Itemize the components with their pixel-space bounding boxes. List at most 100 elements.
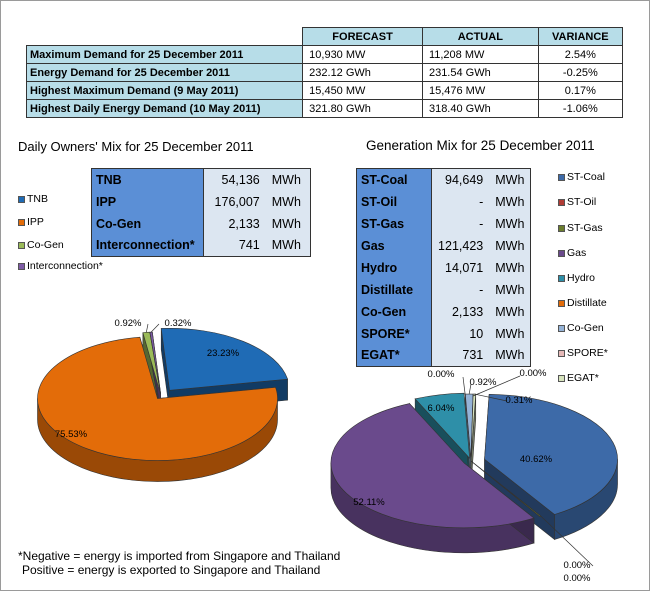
gen-label-st-oil: 0.00% (564, 560, 591, 571)
gen-legend-swatch (558, 224, 565, 232)
owners-legend-label: Interconnection* (27, 260, 103, 272)
owner-value: 54,136 (203, 168, 264, 191)
gen-value: 2,133 (431, 300, 488, 323)
gen-legend-item-egat: EGAT* (558, 372, 599, 384)
gen-label-hydro: 6.04% (428, 403, 455, 414)
gen-legend-label: ST-Coal (567, 171, 605, 183)
generation-mix-row: EGAT* 731 MWh (356, 344, 531, 367)
gen-legend-item-st-coal: ST-Coal (558, 171, 605, 183)
gen-name: ST-Coal (356, 168, 432, 191)
summary-row-label: Highest Daily Energy Demand (10 May 2011… (25, 99, 304, 118)
gen-legend-swatch (558, 249, 565, 257)
owner-name: Interconnection* (91, 234, 204, 257)
gen-leader-co-gen (468, 383, 472, 395)
owner-unit: MWh (263, 212, 311, 235)
gen-unit: MWh (487, 322, 531, 345)
owners-mix-row: IPP 176,007 MWh (91, 190, 311, 213)
owners-legend-item-co-gen: Co-Gen (18, 239, 64, 251)
gen-unit: MWh (487, 190, 531, 213)
gen-name: ST-Gas (356, 212, 432, 235)
owners-legend-swatch (18, 241, 25, 249)
gen-legend-swatch (558, 299, 565, 307)
owners-label-co-gen: 0.92% (115, 318, 142, 329)
gen-unit: MWh (487, 278, 531, 301)
gen-slice-hydro (414, 392, 470, 459)
gen-label-st-gas: 0.00% (564, 573, 591, 584)
summary-actual: 11,208 MW (421, 45, 539, 64)
owners-mix-table: TNB 54,136 MWh IPP 176,007 MWh Co-Gen 2,… (91, 168, 311, 257)
gen-legend-swatch (558, 374, 565, 382)
summary-header-row: FORECAST ACTUAL VARIANCE (25, 27, 624, 46)
owners-label-ipp: 75.53% (55, 429, 88, 440)
owners-pie: 23.23% 75.53% 0.92% 0.32% (37, 318, 289, 482)
gen-unit: MWh (487, 234, 531, 257)
gen-pie: 40.62% 0.00% 0.00% 52.11% 6.04% 0.00% 0.92% 0.0… (330, 368, 618, 584)
summary-actual: 318.40 GWh (421, 99, 539, 118)
demand-summary-table: FORECAST ACTUAL VARIANCE Maximum Demand … (25, 27, 624, 118)
gen-legend-label: Distillate (567, 297, 607, 309)
generation-mix-row: Co-Gen 2,133 MWh (356, 300, 531, 323)
gen-name: Hydro (356, 256, 432, 279)
owners-legend-label: TNB (27, 193, 48, 205)
generation-mix-table: ST-Coal 94,649 MWh ST-Oil - MWh ST-Gas - MWh G… (356, 168, 531, 367)
owners-label-tnb: 23.23% (207, 348, 240, 359)
gen-legend-item-gas: Gas (558, 247, 586, 259)
generation-mix-row: ST-Oil - MWh (356, 190, 531, 213)
summary-row: Highest Daily Energy Demand (10 May 2011… (25, 99, 624, 118)
summary-header-blank (25, 27, 304, 46)
gen-legend-label: Hydro (567, 272, 596, 284)
generation-mix-row: Gas 121,423 MWh (356, 234, 531, 257)
summary-header-variance: VARIANCE (537, 27, 624, 46)
owners-mix-row: Co-Gen 2,133 MWh (91, 212, 311, 235)
owners-legend-item-ipp: IPP (18, 216, 44, 228)
generation-mix-row: Hydro 14,071 MWh (356, 256, 531, 279)
summary-variance: 0.17% (537, 81, 624, 100)
summary-row-label: Highest Maximum Demand (9 May 2011) (25, 81, 304, 100)
summary-row-label: Energy Demand for 25 December 2011 (25, 63, 304, 82)
owners-label-interconnection: 0.32% (165, 318, 192, 329)
gen-legend-item-st-oil: ST-Oil (558, 196, 596, 208)
owners-slice-tnb (160, 327, 289, 391)
gen-name: ST-Oil (356, 190, 432, 213)
gen-value: - (431, 212, 488, 235)
owner-value: 2,133 (203, 212, 264, 235)
generation-mix-row: Distillate - MWh (356, 278, 531, 301)
summary-actual: 15,476 MW (421, 81, 539, 100)
gen-legend-item-spore: SPORE* (558, 347, 608, 359)
owners-legend-item-interconnection: Interconnection* (18, 260, 103, 272)
summary-actual: 231.54 GWh (421, 63, 539, 82)
gen-legend-label: Gas (567, 247, 587, 259)
owners-chart-title: Daily Owners' Mix for 25 December 2011 (18, 139, 254, 154)
gen-unit: MWh (487, 344, 531, 367)
generation-chart-title: Generation Mix for 25 December 2011 (366, 138, 595, 153)
gen-name: Gas (356, 234, 432, 257)
summary-forecast: 232.12 GWh (302, 63, 423, 82)
summary-row: Energy Demand for 25 December 2011 232.1… (25, 63, 624, 82)
footnote-line-2: Positive = energy is exported to Singapo… (22, 563, 321, 577)
gen-label-spore: 0.00% (520, 368, 547, 379)
gen-legend-item-distillate: Distillate (558, 297, 607, 309)
gen-value: 94,649 (431, 168, 488, 191)
gen-legend-swatch (558, 324, 565, 332)
owners-mix-row: Interconnection* 741 MWh (91, 234, 311, 257)
gen-value: 121,423 (431, 234, 488, 257)
gen-legend-label: ST-Gas (567, 222, 603, 234)
owners-mix-row: TNB 54,136 MWh (91, 168, 311, 191)
summary-row: Highest Maximum Demand (9 May 2011) 15,4… (25, 81, 624, 100)
owner-value: 741 (203, 234, 264, 257)
gen-label-distillate: 0.00% (428, 369, 455, 380)
summary-header-forecast: FORECAST (302, 27, 423, 46)
generation-mix-row: ST-Coal 94,649 MWh (356, 168, 531, 191)
summary-forecast: 321.80 GWh (302, 99, 423, 118)
gen-unit: MWh (487, 300, 531, 323)
gen-leader-distillate (462, 376, 466, 397)
owners-legend-item-tnb: TNB (18, 193, 48, 205)
gen-value: 10 (431, 322, 488, 345)
gen-name: Distillate (356, 278, 432, 301)
summary-variance: -1.06% (537, 99, 624, 118)
gen-unit: MWh (487, 212, 531, 235)
gen-legend-label: Co-Gen (567, 322, 604, 334)
owner-unit: MWh (263, 168, 311, 191)
